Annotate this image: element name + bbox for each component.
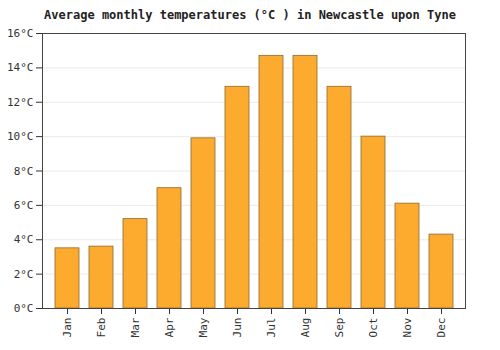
svg-text:Oct: Oct <box>367 318 380 338</box>
svg-text:4°C: 4°C <box>14 233 34 246</box>
svg-text:May: May <box>197 317 210 337</box>
svg-text:Jan: Jan <box>61 318 74 338</box>
svg-text:Feb: Feb <box>95 318 108 338</box>
svg-text:Nov: Nov <box>401 317 414 337</box>
svg-text:Sep: Sep <box>333 318 346 338</box>
svg-text:Jul: Jul <box>265 318 278 338</box>
svg-text:0°C: 0°C <box>14 302 34 315</box>
svg-text:2°C: 2°C <box>14 268 34 281</box>
svg-text:Mar: Mar <box>129 317 142 337</box>
html-text:Average monthly temperatures (: Average monthly temperatures (°C ) in Ne… <box>44 8 456 22</box>
svg-text:14°C: 14°C <box>7 61 34 74</box>
svg-text:10°C: 10°C <box>7 130 34 143</box>
svg-text:Apr: Apr <box>163 317 176 337</box>
svg-text:Jun: Jun <box>231 318 244 338</box>
svg-text:6°C: 6°C <box>14 199 34 212</box>
svg-text:8°C: 8°C <box>14 165 34 178</box>
svg-text:Dec: Dec <box>435 318 448 338</box>
svg-text:12°C: 12°C <box>7 96 34 109</box>
svg-text:16°C: 16°C <box>7 27 34 40</box>
svg-text:Aug: Aug <box>299 318 312 338</box>
